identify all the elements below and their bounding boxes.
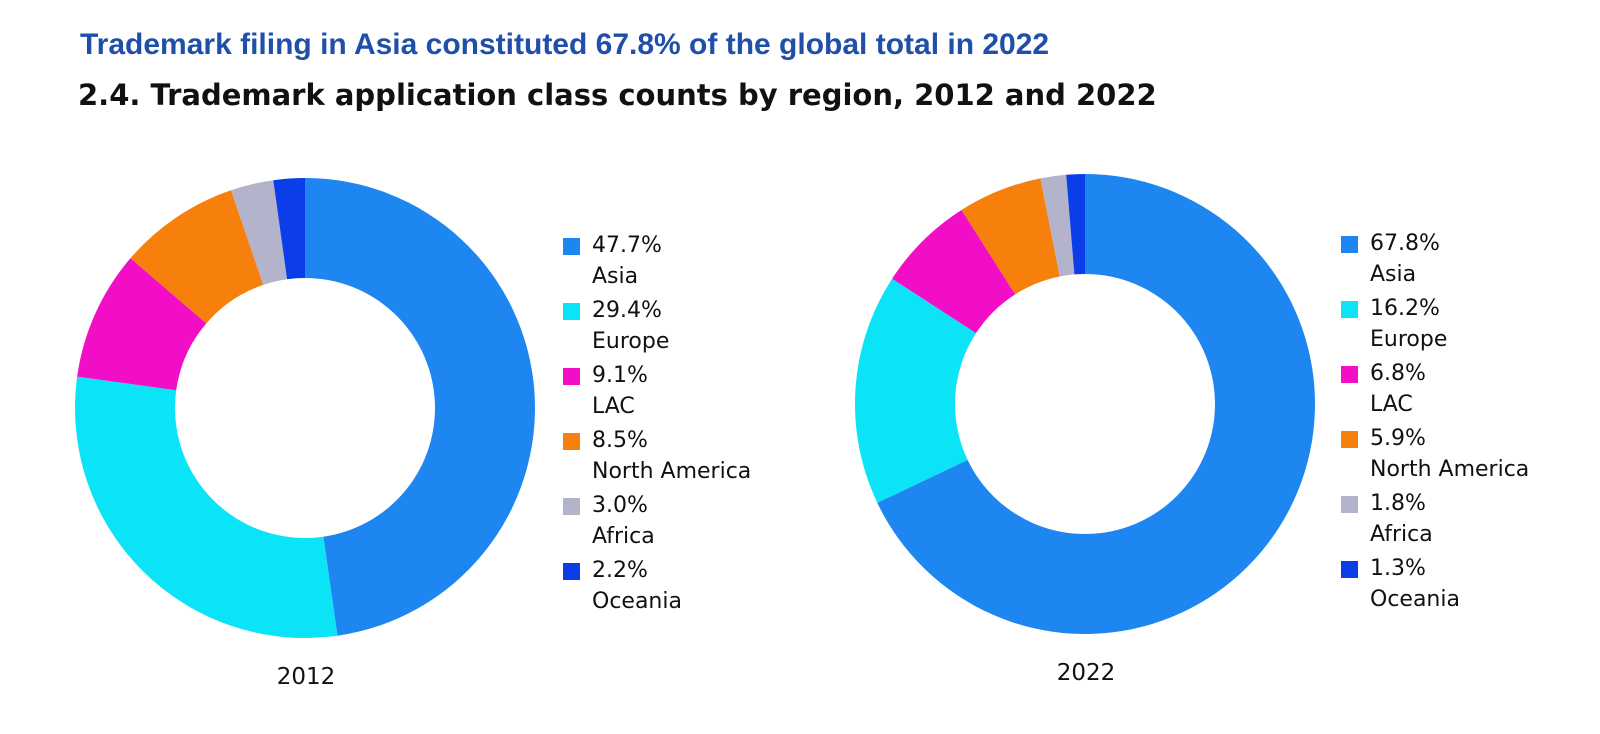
donut-chart-2012 [75, 178, 535, 639]
legend-label: Asia [592, 264, 639, 289]
legend-swatch [1341, 561, 1358, 578]
slice-2022-africa [1040, 174, 1075, 277]
slice-2022-asia [877, 174, 1315, 634]
legend-swatch [563, 498, 580, 515]
year-label-2012: 2012 [276, 664, 336, 690]
legend-item-2022-lac: 6.8% LAC [1341, 358, 1529, 423]
slice-2012-asia [305, 178, 535, 636]
legend-value: 29.4% [592, 298, 662, 323]
legend-label: Africa [592, 524, 655, 549]
legend-item-2012-oceania: 2.2% Oceania [563, 555, 751, 620]
legend-label: Africa [1370, 522, 1433, 547]
legend-swatch [563, 303, 580, 320]
legend-text: 29.4% Europe [592, 295, 669, 357]
legend-label: North America [592, 459, 752, 484]
legend-item-2012-asia: 47.7% Asia [563, 230, 751, 295]
legend-text: 16.2% Europe [1370, 293, 1447, 355]
legend-swatch [1341, 431, 1358, 448]
slice-2022-europe [855, 278, 976, 503]
legend-value: 8.5% [592, 428, 648, 453]
legend-item-2022-oceania: 1.3% Oceania [1341, 553, 1529, 618]
slice-2012-europe [75, 376, 338, 639]
legend-label: Europe [1370, 327, 1448, 352]
legend-value: 1.8% [1370, 491, 1426, 516]
slice-2012-africa [231, 180, 288, 285]
legend-text: 1.8% Africa [1370, 488, 1433, 550]
legend-swatch [1341, 366, 1358, 383]
legend-swatch [563, 238, 580, 255]
legend-swatch [1341, 301, 1358, 318]
legend-item-2012-africa: 3.0% Africa [563, 490, 751, 555]
legend-value: 6.8% [1370, 361, 1426, 386]
legend-value: 1.3% [1370, 556, 1426, 581]
year-label-2022: 2022 [1056, 660, 1116, 686]
legend-label: LAC [1370, 392, 1413, 417]
legend-swatch [1341, 496, 1358, 513]
donut-chart-2022 [855, 174, 1315, 634]
slice-2022-north-america [961, 178, 1060, 295]
legend-2012: 47.7% Asia 29.4% Europe 9.1% LAC 8.5% North Ame… [563, 230, 751, 620]
legend-value: 67.8% [1370, 231, 1440, 256]
legend-swatch [563, 368, 580, 385]
legend-label: Asia [1370, 262, 1417, 287]
legend-value: 9.1% [592, 363, 648, 388]
legend-text: 9.1% LAC [592, 360, 648, 422]
legend-item-2022-africa: 1.8% Africa [1341, 488, 1529, 553]
legend-label: Europe [592, 329, 670, 354]
legend-text: 5.9% North America [1370, 423, 1529, 485]
legend-item-2012-europe: 29.4% Europe [563, 295, 751, 360]
legend-item-2012-lac: 9.1% LAC [563, 360, 751, 425]
legend-label: LAC [592, 394, 635, 419]
legend-label: North America [1370, 457, 1530, 482]
legend-text: 47.7% Asia [592, 230, 662, 292]
headline: Trademark filing in Asia constituted 67.… [80, 28, 1050, 61]
legend-swatch [563, 563, 580, 580]
legend-value: 47.7% [592, 233, 662, 258]
legend-item-2022-europe: 16.2% Europe [1341, 293, 1529, 358]
slice-2022-lac [892, 209, 1016, 334]
legend-value: 3.0% [592, 493, 648, 518]
legend-value: 16.2% [1370, 296, 1440, 321]
slice-2022-oceania [1066, 174, 1085, 275]
slice-2012-north-america [130, 190, 264, 324]
legend-text: 6.8% LAC [1370, 358, 1426, 420]
legend-label: Oceania [1370, 587, 1460, 612]
legend-2022: 67.8% Asia 16.2% Europe 6.8% LAC 5.9% North Ame… [1341, 228, 1529, 618]
legend-item-2022-asia: 67.8% Asia [1341, 228, 1529, 293]
legend-text: 1.3% Oceania [1370, 553, 1460, 615]
slice-2012-lac [77, 258, 207, 391]
legend-value: 2.2% [592, 558, 648, 583]
legend-label: Oceania [592, 589, 682, 614]
legend-text: 67.8% Asia [1370, 228, 1440, 290]
legend-text: 2.2% Oceania [592, 555, 682, 617]
chart-subtitle: 2.4. Trademark application class counts … [78, 78, 1157, 112]
legend-item-2022-north-america: 5.9% North America [1341, 423, 1529, 488]
slice-2012-oceania [273, 178, 305, 280]
legend-swatch [1341, 236, 1358, 253]
legend-swatch [563, 433, 580, 450]
legend-item-2012-north-america: 8.5% North America [563, 425, 751, 490]
legend-value: 5.9% [1370, 426, 1426, 451]
legend-text: 8.5% North America [592, 425, 751, 487]
legend-text: 3.0% Africa [592, 490, 655, 552]
